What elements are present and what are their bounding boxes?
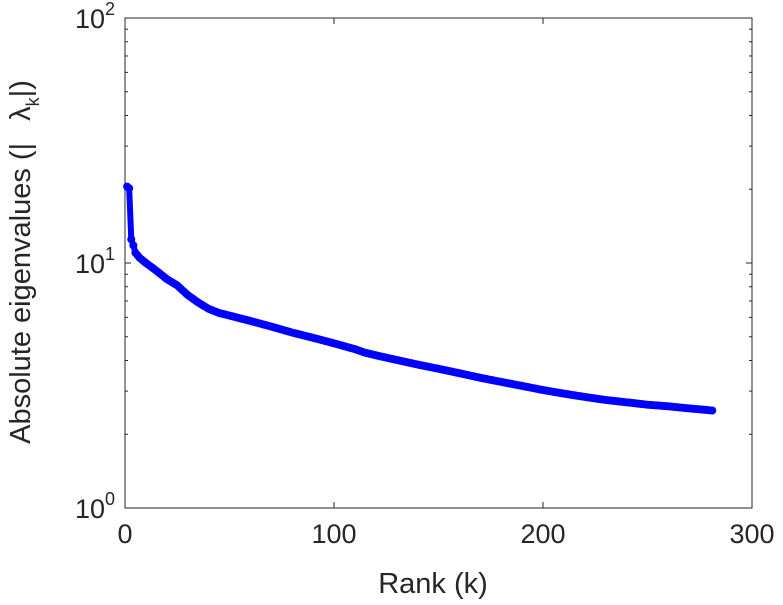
- data-point: [125, 184, 134, 193]
- data-point: [129, 241, 138, 250]
- lambda-subscript: k: [23, 96, 43, 106]
- data-point: [708, 406, 717, 415]
- y-axis-label: Absolute eigenvalues (| λk|): [5, 80, 43, 444]
- y-tick-label: 100: [75, 489, 115, 524]
- x-tick-label: 300: [729, 519, 774, 549]
- svg-text:Absolute eigenvalues (| λk|): Absolute eigenvalues (| λk|): [5, 80, 43, 444]
- y-axis-label-text: Absolute eigenvalues (|: [5, 143, 37, 444]
- y-tick-label: 101: [75, 244, 115, 279]
- plot-area-frame: [124, 17, 753, 509]
- x-tick-label: 100: [311, 519, 356, 549]
- y-tick-label: 102: [75, 0, 115, 34]
- x-axis-label: Rank (k): [378, 568, 488, 600]
- lambda-symbol: λ: [5, 106, 37, 121]
- x-tick-label: 0: [117, 519, 132, 549]
- x-tick-label: 200: [520, 519, 565, 549]
- series-layer: [123, 182, 717, 415]
- data-point: [127, 235, 136, 244]
- y-axis-label-suffix: |): [5, 80, 37, 97]
- y-axis-label-gap: [5, 121, 37, 129]
- series-line: [124, 183, 716, 414]
